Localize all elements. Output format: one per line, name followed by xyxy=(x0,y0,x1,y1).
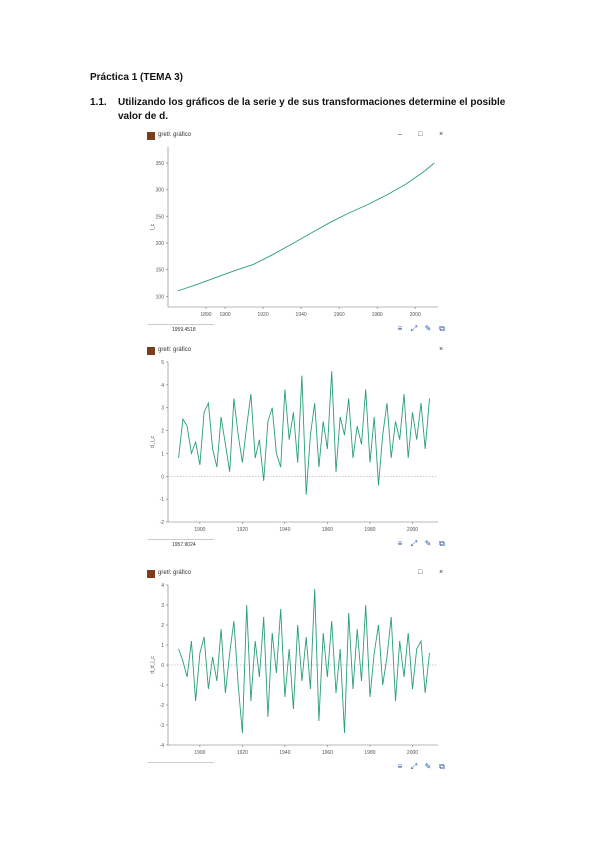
question-text: Utilizando los gráficos de la serie y de… xyxy=(118,97,506,122)
x-tick-label: 2000 xyxy=(410,312,421,318)
y-tick-label: 250 xyxy=(156,214,165,220)
y-tick-label: 2 xyxy=(161,429,164,435)
chart-second-difference: -4 -3 -2 -1 0 1 2 3 4 1900 1920 1940 1960 1980 2000 d_d… xyxy=(150,583,438,756)
window-titlebar[interactable]: gretl: gráfico □ × xyxy=(146,569,454,581)
maximize-button[interactable]: □ xyxy=(418,131,423,138)
window-titlebar[interactable]: gretl: gráfico – □ × xyxy=(146,131,454,143)
coordinate-readout: 1957.9024 xyxy=(148,539,214,550)
x-tick-label: 1920 xyxy=(237,750,248,756)
x-tick-label: 1900 xyxy=(194,750,205,756)
series-line xyxy=(178,588,430,734)
series-line xyxy=(178,371,430,495)
gretl-app-icon xyxy=(147,570,155,578)
coordinate-readout-text: 1957.9024 xyxy=(172,542,196,548)
x-tick-label: 1920 xyxy=(237,527,248,533)
x-tick-label: 1920 xyxy=(258,312,269,318)
x-tick-label: 1960 xyxy=(322,750,333,756)
close-button[interactable]: × xyxy=(439,569,444,576)
y-tick-label: 0 xyxy=(161,474,164,480)
y-tick-label: 4 xyxy=(161,383,164,389)
x-tick-label: 1980 xyxy=(364,527,375,533)
tools-icon[interactable]: ✎ xyxy=(424,762,432,771)
y-tick-label: 2 xyxy=(161,623,164,629)
y-tick-label: -1 xyxy=(160,683,165,689)
window-title: gretl: gráfico xyxy=(158,570,192,576)
y-tick-label: 150 xyxy=(156,268,165,274)
y-tick-label: 350 xyxy=(156,161,165,167)
coordinate-readout: 1959.4518 xyxy=(148,324,214,335)
gretl-window-first-difference: gretl: gráfico × -2 -1 0 1 2 3 4 5 1900 1920 1940 1… xyxy=(146,346,454,551)
gretl-app-icon xyxy=(147,347,155,355)
y-axis-label: d_d_l_c xyxy=(150,656,156,674)
y-axis-label: l_c xyxy=(150,223,156,230)
close-button[interactable]: × xyxy=(439,131,444,138)
y-tick-label: 0 xyxy=(161,663,164,669)
menu-icon[interactable]: ≡ xyxy=(397,324,403,333)
x-tick-label: 1940 xyxy=(296,312,307,318)
coordinate-readout xyxy=(148,762,214,773)
y-tick-label: 300 xyxy=(156,188,165,194)
zoom-icon[interactable]: ⤢ xyxy=(410,539,418,548)
close-button[interactable]: × xyxy=(439,346,444,353)
chart-series-levels: 100 150 200 250 300 350 1890 1900 1920 1940 1960 19… xyxy=(150,147,438,318)
series-line xyxy=(177,162,435,292)
x-tick-label: 1900 xyxy=(194,527,205,533)
tools-icon[interactable]: ✎ xyxy=(424,324,432,333)
window-title: gretl: gráfico xyxy=(158,132,192,138)
menu-icon[interactable]: ≡ xyxy=(397,762,403,771)
zoom-icon[interactable]: ⤢ xyxy=(410,762,418,771)
minimize-button[interactable]: – xyxy=(398,131,402,138)
question: 1.1. Utilizando los gráficos de la serie… xyxy=(90,96,530,124)
window-title: gretl: gráfico xyxy=(158,347,192,353)
x-tick-label: 2000 xyxy=(407,527,418,533)
y-tick-label: -4 xyxy=(160,743,165,749)
copy-icon[interactable]: ⧉ xyxy=(439,762,445,771)
x-tick-label: 1980 xyxy=(372,312,383,318)
y-tick-label: 3 xyxy=(161,406,164,412)
y-tick-label: 100 xyxy=(156,294,165,300)
y-tick-label: 1 xyxy=(161,643,164,649)
tools-icon[interactable]: ✎ xyxy=(424,539,432,548)
gretl-app-icon xyxy=(147,132,155,140)
x-tick-label: 1900 xyxy=(219,312,230,318)
y-tick-label: 1 xyxy=(161,451,164,457)
y-tick-label: 200 xyxy=(156,241,165,247)
x-tick-label: 1940 xyxy=(279,527,290,533)
x-tick-label: 2000 xyxy=(407,750,418,756)
gretl-window-second-difference: gretl: gráfico □ × -4 -3 -2 -1 0 1 2 3 4 1900 1920… xyxy=(146,569,454,774)
gretl-window-series: gretl: gráfico – □ × 100 150 200 250 300 350 1… xyxy=(146,131,454,336)
window-titlebar[interactable]: gretl: gráfico × xyxy=(146,346,454,358)
copy-icon[interactable]: ⧉ xyxy=(439,324,445,333)
x-tick-label: 1960 xyxy=(334,312,345,318)
zoom-icon[interactable]: ⤢ xyxy=(410,324,418,333)
y-tick-label: -3 xyxy=(160,723,165,729)
x-tick-label: 1980 xyxy=(364,750,375,756)
maximize-button[interactable]: □ xyxy=(418,569,423,576)
y-tick-label: -2 xyxy=(160,520,165,526)
y-tick-label: 4 xyxy=(161,583,164,589)
y-tick-label: -2 xyxy=(160,703,165,709)
y-tick-label: 5 xyxy=(161,360,164,366)
x-tick-label: 1940 xyxy=(279,750,290,756)
x-tick-label: 1890 xyxy=(200,312,211,318)
y-tick-label: 3 xyxy=(161,603,164,609)
coordinate-readout-text: 1959.4518 xyxy=(172,327,196,333)
chart-first-difference: -2 -1 0 1 2 3 4 5 1900 1920 1940 1960 1980 2000 d_l_c xyxy=(150,360,438,533)
x-tick-label: 1960 xyxy=(322,527,333,533)
practice-heading: Práctica 1 (TEMA 3) xyxy=(90,72,183,83)
copy-icon[interactable]: ⧉ xyxy=(439,539,445,548)
menu-icon[interactable]: ≡ xyxy=(397,539,403,548)
y-tick-label: -1 xyxy=(160,497,165,503)
y-axis-label: d_l_c xyxy=(150,436,156,448)
question-number: 1.1. xyxy=(90,97,107,108)
